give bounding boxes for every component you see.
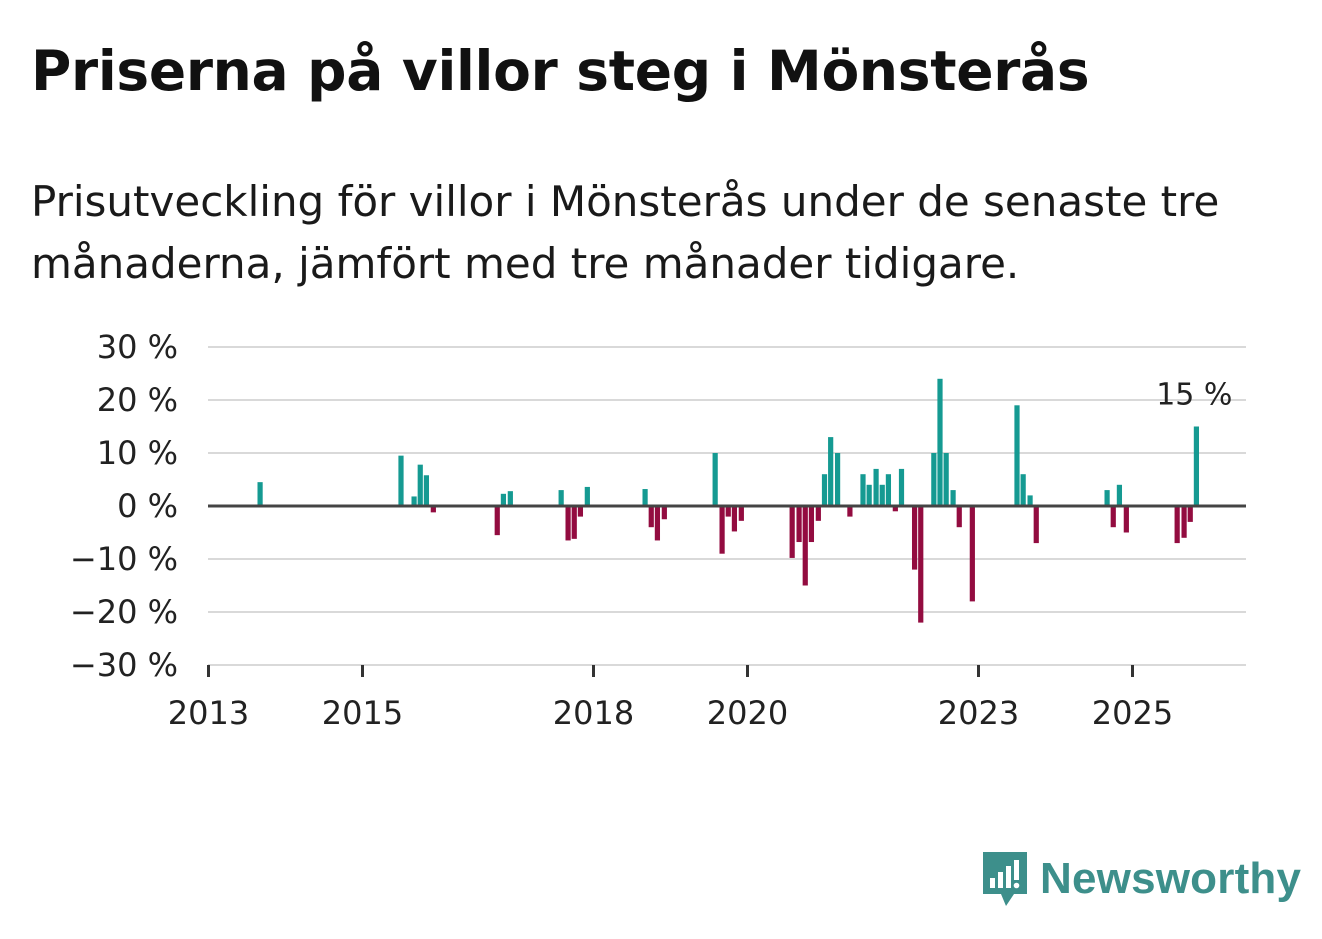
x-tick-label: 2013 (168, 694, 249, 732)
bar-negative (648, 506, 654, 528)
bar-positive (943, 453, 949, 506)
bar-positive (257, 482, 263, 506)
bar-negative (731, 506, 738, 532)
x-tick-label: 2023 (938, 694, 1019, 732)
bar-negative (1187, 506, 1193, 522)
bar-negative (719, 506, 725, 554)
bar-positive (712, 453, 718, 506)
bar-negative (738, 506, 744, 521)
x-tick-label: 2020 (707, 694, 788, 732)
bar-positive (1116, 484, 1123, 506)
bar-negative (725, 506, 731, 517)
bar-negative (847, 506, 853, 517)
bar-positive (879, 484, 885, 506)
bar-positive (1014, 405, 1020, 506)
bar-negative (1181, 506, 1187, 538)
bar-positive (834, 453, 841, 506)
bar-positive (828, 437, 834, 506)
x-tick-label: 2015 (322, 694, 403, 732)
y-tick-label: 0 % (117, 487, 178, 525)
bar-negative (796, 506, 802, 543)
y-tick-label: −30 % (70, 646, 178, 684)
bar-positive (584, 486, 590, 506)
x-tick-label: 2018 (553, 694, 634, 732)
bar-negative (494, 506, 500, 536)
brand: Newsworthy (980, 848, 1301, 910)
bar-positive (950, 490, 956, 506)
bar-negative (1110, 506, 1116, 528)
bar-positive (411, 496, 417, 506)
bar-positive (417, 464, 423, 506)
bar-negative (892, 506, 898, 512)
bar-positive (898, 468, 905, 506)
chart-subtitle: Prisutveckling för villor i Mönsterås un… (31, 177, 1220, 288)
bar-positive (642, 489, 648, 506)
bar-positive (931, 453, 937, 506)
bar-positive (821, 474, 828, 506)
bar-positive (866, 484, 872, 506)
y-tick-label: 30 % (97, 328, 178, 366)
bar-negative (654, 506, 661, 541)
chart-title: Priserna på villor steg i Mönsterås (31, 39, 1090, 103)
bar-negative (1033, 506, 1039, 544)
bar-positive (500, 493, 507, 506)
y-tick-label: 10 % (97, 434, 178, 472)
brand-name: Newsworthy (1040, 854, 1302, 903)
bar-negative (911, 506, 918, 570)
bar-positive (1020, 474, 1026, 506)
bar-positive (507, 491, 513, 506)
y-tick-label: 20 % (97, 381, 178, 419)
bar-negative (969, 506, 975, 602)
bar-negative (571, 506, 577, 539)
bar-positive (885, 474, 892, 506)
y-tick-label: −10 % (70, 540, 178, 578)
data-label: 15 % (1156, 378, 1232, 413)
bar-positive (860, 474, 866, 506)
labels: 30 % 20 % 10 % 0 % −10 % −20 % −30 % 2013 2015 20… (70, 328, 1233, 732)
x-tick-label: 2025 (1092, 694, 1173, 732)
bars (257, 378, 1200, 623)
bar-negative (815, 506, 821, 521)
axes (207, 504, 1246, 677)
bar-positive (1027, 495, 1033, 506)
bar-negative (577, 506, 584, 517)
bar-negative (1174, 506, 1180, 544)
bar-positive (558, 490, 564, 506)
bar-negative (565, 506, 571, 541)
newsworthy-logo-icon (983, 852, 1027, 906)
bar-negative (1123, 506, 1129, 533)
bar-negative (789, 506, 795, 558)
bar-positive (1104, 490, 1110, 506)
bar-negative (956, 506, 962, 528)
bar-positive (398, 455, 404, 506)
bar-negative (918, 506, 924, 623)
bar-positive (873, 468, 879, 506)
y-tick-label: −20 % (70, 593, 178, 631)
bar-negative (430, 506, 436, 513)
bar-negative (808, 506, 815, 543)
bar-positive (1193, 426, 1200, 506)
bar-positive (423, 475, 430, 506)
bar-positive (937, 378, 943, 506)
bar-negative (802, 506, 808, 586)
bar-negative (661, 506, 667, 520)
